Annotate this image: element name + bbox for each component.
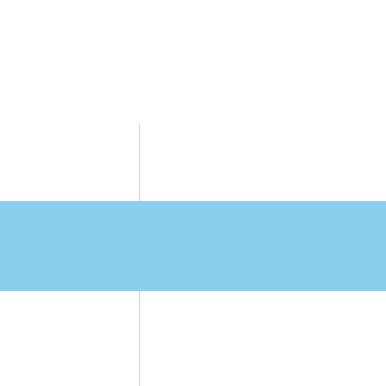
Bar xyxy=(0,201,386,291)
